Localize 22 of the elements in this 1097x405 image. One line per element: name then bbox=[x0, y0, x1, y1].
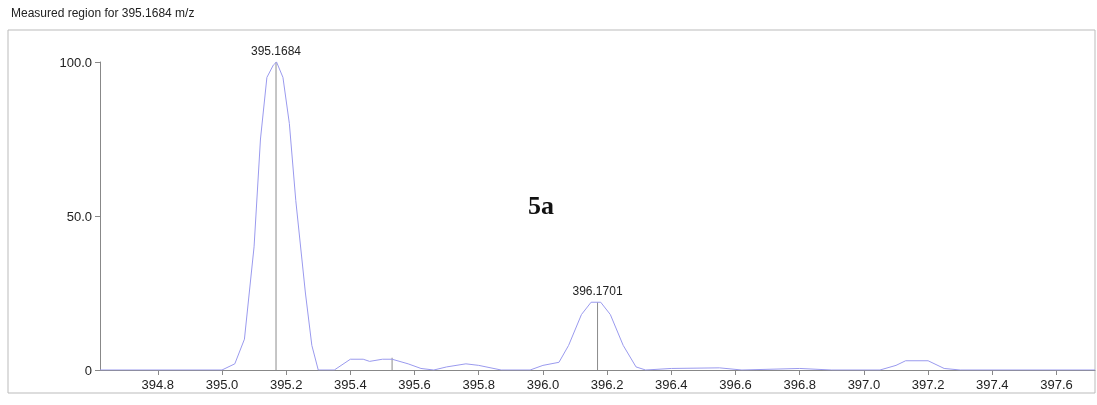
x-tick-label: 397.0 bbox=[847, 377, 881, 392]
y-tick-label: 0 bbox=[84, 362, 92, 378]
x-tick-label: 394.8 bbox=[141, 377, 175, 392]
x-tick-label: 395.2 bbox=[269, 377, 303, 392]
x-tick-label: 396.6 bbox=[719, 377, 752, 392]
x-tick-label: 396.2 bbox=[590, 377, 624, 392]
x-tick-label: 397.2 bbox=[911, 377, 945, 392]
y-tick-label: 50.0 bbox=[66, 208, 92, 224]
x-tick-label: 396.4 bbox=[655, 377, 688, 392]
x-tick-label: 395.6 bbox=[398, 377, 431, 392]
x-tick-label: 395.0 bbox=[205, 377, 239, 392]
x-tick-label: 397.6 bbox=[1040, 377, 1073, 392]
x-tick-label: 395.4 bbox=[334, 377, 367, 392]
x-tick-label: 396.8 bbox=[783, 377, 816, 392]
annotation: 5a bbox=[528, 190, 554, 220]
x-tick-label: 396.0 bbox=[526, 377, 560, 392]
chart-title: Measured region for 395.1684 m/z bbox=[11, 6, 195, 20]
x-tick-label: 395.8 bbox=[462, 377, 496, 392]
y-tick-label: 100.0 bbox=[59, 54, 92, 70]
annotation: 395.1684 bbox=[250, 44, 302, 58]
x-tick-label: 397.4 bbox=[976, 377, 1009, 392]
annotation: 396.1701 bbox=[572, 284, 623, 299]
